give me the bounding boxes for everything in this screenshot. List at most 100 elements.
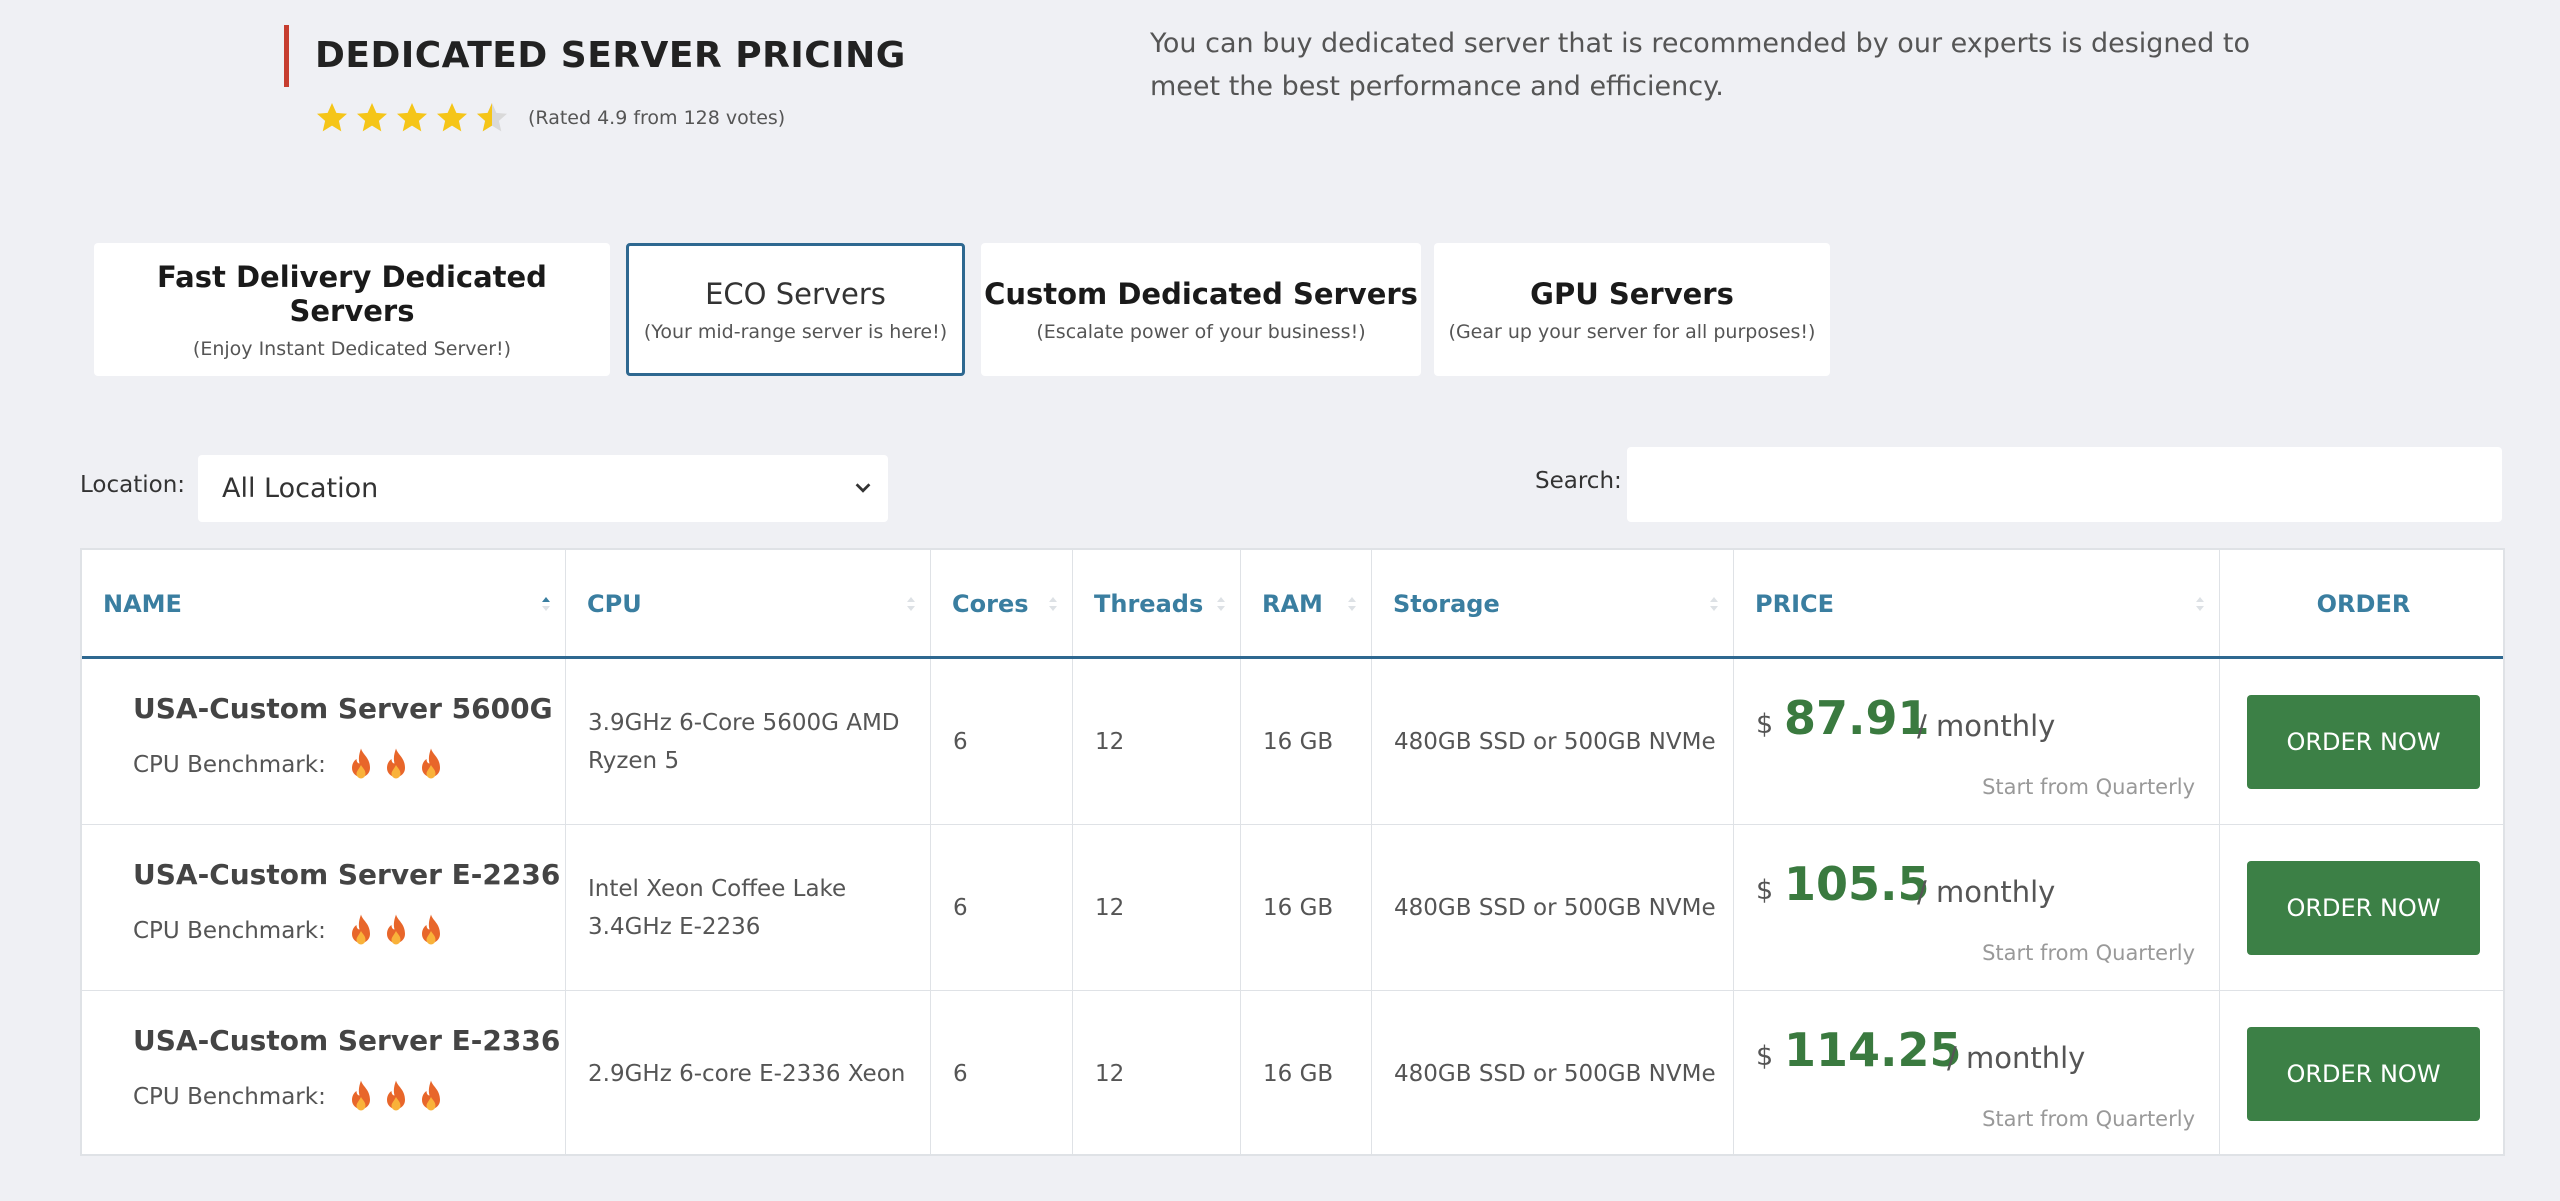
sort-icon: [1710, 597, 1718, 611]
location-label: Location:: [80, 472, 186, 498]
column-header-label: RAM: [1262, 590, 1323, 618]
sort-icon: [907, 597, 915, 611]
price-currency: $: [1756, 709, 1774, 740]
tab-custom-dedicated[interactable]: Custom Dedicated Servers (Escalate power…: [981, 243, 1421, 376]
ram-cell: 16 GB: [1263, 894, 1334, 921]
cpu-benchmark: CPU Benchmark:: [133, 747, 451, 783]
server-name: USA-Custom Server E-2336: [133, 1024, 561, 1057]
column-divider: [565, 550, 566, 1154]
column-header-order: ORDER: [2316, 590, 2411, 618]
order-now-button[interactable]: ORDER NOW: [2247, 1027, 2480, 1121]
storage-cell: 480GB SSD or 500GB NVMe: [1394, 1060, 1716, 1087]
price-currency: $: [1756, 875, 1774, 906]
page-description: You can buy dedicated server that is rec…: [1150, 28, 2250, 102]
tab-label: GPU Servers: [1530, 276, 1734, 311]
order-now-button[interactable]: ORDER NOW: [2247, 695, 2480, 789]
cores-cell: 6: [953, 1060, 968, 1087]
flame-icon: [421, 748, 440, 779]
chevron-down-icon: [855, 483, 871, 493]
table-row: USA-Custom Server 5600G CPU Benchmark: 3…: [82, 659, 2503, 824]
storage-cell: 480GB SSD or 500GB NVMe: [1394, 894, 1716, 921]
price-period: / monthly: [1917, 709, 2056, 743]
cpu-benchmark: CPU Benchmark:: [133, 913, 451, 949]
tab-label: Custom Dedicated Servers: [984, 276, 1418, 311]
column-header-label: NAME: [103, 590, 182, 618]
column-divider: [2219, 550, 2220, 1154]
column-divider: [1240, 550, 1241, 1154]
cores-cell: 6: [953, 894, 968, 921]
price-amount: 87.91: [1784, 691, 1930, 745]
row-divider: [82, 990, 2503, 991]
table-row: USA-Custom Server E-2236 CPU Benchmark: …: [82, 825, 2503, 990]
tab-subtitle: (Enjoy Instant Dedicated Server!): [192, 337, 512, 360]
tab-fast-delivery[interactable]: Fast Delivery Dedicated Servers (Enjoy I…: [94, 243, 610, 376]
price-amount: 105.5: [1784, 857, 1930, 911]
price-cell: $ 87.91 / monthly Start from Quarterly: [1734, 659, 2219, 824]
tab-eco-servers[interactable]: ECO Servers (Your mid-range server is he…: [626, 243, 965, 376]
column-header-cpu[interactable]: CPU: [566, 550, 930, 658]
location-select[interactable]: All Location: [198, 455, 888, 522]
server-name: USA-Custom Server 5600G: [133, 692, 553, 725]
rating-text: (Rated 4.9 from 128 votes): [528, 107, 786, 129]
price-amount: 114.25: [1784, 1023, 1962, 1077]
column-header-ram[interactable]: RAM: [1241, 550, 1371, 658]
tab-subtitle: (Your mid-range server is here!): [643, 320, 948, 343]
search-label: Search:: [1535, 468, 1622, 494]
column-header-label: CPU: [587, 590, 642, 618]
search-input[interactable]: [1627, 447, 2502, 522]
column-header-storage[interactable]: Storage: [1372, 550, 1733, 658]
column-divider: [1733, 550, 1734, 1154]
cpu-cell: 3.9GHz 6-Core 5600G AMD Ryzen 5: [588, 709, 900, 774]
price-cell: $ 114.25 / monthly Start from Quarterly: [1734, 991, 2219, 1156]
column-header-cores[interactable]: Cores: [931, 550, 1072, 658]
half-star-icon: [477, 103, 507, 132]
flame-icon: [351, 748, 370, 779]
flame-icon: [421, 914, 440, 945]
flame-icon: [386, 1080, 405, 1111]
sort-ascending-icon: [542, 597, 550, 611]
server-name: USA-Custom Server E-2236: [133, 858, 561, 891]
tab-subtitle: (Gear up your server for all purposes!): [1448, 320, 1816, 343]
header-rule: [82, 656, 2503, 659]
storage-cell: 480GB SSD or 500GB NVMe: [1394, 728, 1716, 755]
column-header-label: Storage: [1393, 590, 1500, 618]
location-selected-value: All Location: [222, 473, 379, 504]
cpu-benchmark: CPU Benchmark:: [133, 1079, 451, 1115]
star-icon: [437, 103, 467, 132]
cores-cell: 6: [953, 728, 968, 755]
page-title: DEDICATED SERVER PRICING: [315, 35, 906, 76]
sort-icon: [1348, 597, 1356, 611]
star-icon: [317, 103, 347, 132]
threads-cell: 12: [1095, 894, 1125, 921]
flame-icon: [351, 1080, 370, 1111]
rating: (Rated 4.9 from 128 votes): [314, 100, 785, 136]
threads-cell: 12: [1095, 728, 1125, 755]
column-header-threads[interactable]: Threads: [1073, 550, 1240, 658]
flame-icon: [351, 914, 370, 945]
price-period: / monthly: [1917, 875, 2056, 909]
price-currency: $: [1756, 1041, 1774, 1072]
column-header-price[interactable]: PRICE: [1734, 550, 2219, 658]
cpu-benchmark-label: CPU Benchmark:: [133, 752, 326, 778]
server-table: NAME CPU Cores Threads RAM Storage PRICE…: [80, 548, 2505, 1156]
billing-note: Start from Quarterly: [1982, 941, 2195, 965]
ram-cell: 16 GB: [1263, 1060, 1334, 1087]
page-title-block: DEDICATED SERVER PRICING: [284, 25, 906, 87]
sort-icon: [1217, 597, 1225, 611]
cpu-benchmark-label: CPU Benchmark:: [133, 918, 326, 944]
star-icon: [397, 103, 427, 132]
row-divider: [82, 824, 2503, 825]
order-now-button[interactable]: ORDER NOW: [2247, 861, 2480, 955]
tab-label: ECO Servers: [705, 276, 886, 311]
cpu-benchmark-label: CPU Benchmark:: [133, 1084, 326, 1110]
cpu-cell: Intel Xeon Coffee Lake 3.4GHz E-2236: [588, 875, 847, 940]
billing-note: Start from Quarterly: [1982, 1107, 2195, 1131]
flame-icon: [386, 748, 405, 779]
flame-icon: [421, 1080, 440, 1111]
sort-icon: [2196, 597, 2204, 611]
tab-gpu-servers[interactable]: GPU Servers (Gear up your server for all…: [1434, 243, 1830, 376]
column-divider: [930, 550, 931, 1154]
tab-label: Fast Delivery Dedicated Servers: [157, 259, 547, 328]
column-header-name[interactable]: NAME: [82, 550, 565, 658]
column-divider: [1072, 550, 1073, 1154]
